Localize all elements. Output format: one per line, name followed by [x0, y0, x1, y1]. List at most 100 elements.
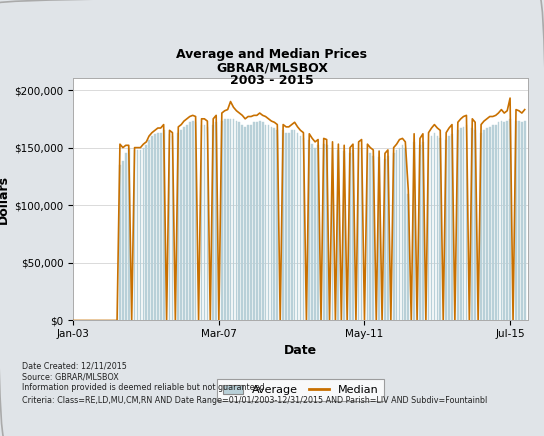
Bar	[509, 119, 511, 320]
Bar	[192, 121, 194, 320]
Bar	[498, 122, 499, 320]
Bar	[446, 140, 447, 320]
Bar	[506, 121, 508, 320]
Text: 2003 - 2015: 2003 - 2015	[230, 74, 314, 87]
Bar	[451, 134, 453, 320]
Text: GBRAR/MLSBOX: GBRAR/MLSBOX	[216, 61, 328, 74]
Legend: Average, Median: Average, Median	[217, 379, 384, 401]
Bar	[311, 144, 313, 320]
Text: Average and Median Prices: Average and Median Prices	[176, 48, 368, 61]
Bar	[256, 122, 258, 320]
Bar	[489, 127, 491, 320]
Bar	[349, 153, 351, 320]
Bar	[358, 148, 360, 320]
Bar	[291, 130, 293, 320]
Bar	[274, 128, 275, 320]
Bar	[181, 130, 182, 320]
Bar	[143, 148, 144, 320]
Bar	[207, 127, 208, 320]
Bar	[125, 153, 127, 320]
Bar	[384, 159, 386, 320]
Text: Source: GBRAR/MLSBOX: Source: GBRAR/MLSBOX	[22, 372, 119, 382]
Bar	[387, 156, 389, 320]
Bar	[285, 133, 287, 320]
Bar	[474, 130, 476, 320]
Bar	[119, 165, 121, 320]
Bar	[308, 140, 310, 320]
Bar	[242, 125, 243, 320]
Bar	[332, 148, 333, 320]
Bar	[323, 144, 325, 320]
Bar	[422, 142, 424, 320]
Bar	[128, 148, 129, 320]
Bar	[337, 150, 339, 320]
Bar	[122, 161, 124, 320]
Bar	[134, 150, 135, 320]
Bar	[407, 194, 409, 320]
Bar	[151, 136, 153, 320]
Bar	[472, 128, 473, 320]
Bar	[236, 121, 237, 320]
Bar	[169, 134, 170, 320]
Bar	[503, 122, 505, 320]
Bar	[296, 133, 299, 320]
Bar	[171, 136, 174, 320]
Bar	[399, 148, 400, 320]
Bar	[480, 133, 482, 320]
Bar	[492, 125, 493, 320]
Bar	[227, 119, 228, 320]
Bar	[186, 125, 188, 320]
Bar	[140, 150, 141, 320]
Bar	[393, 153, 394, 320]
Bar	[343, 151, 345, 320]
Bar	[248, 125, 249, 320]
Bar	[518, 121, 520, 320]
Bar	[326, 145, 327, 320]
Bar	[378, 157, 380, 320]
Bar	[361, 148, 362, 320]
Bar	[428, 140, 429, 320]
Bar	[212, 125, 214, 320]
Bar	[145, 145, 147, 320]
Bar	[154, 134, 156, 320]
Bar	[515, 121, 517, 320]
Text: Information provided is deemed reliable but not guaranteed.: Information provided is deemed reliable …	[22, 383, 267, 392]
Bar	[183, 127, 185, 320]
Bar	[317, 145, 319, 320]
Bar	[177, 133, 179, 320]
Bar	[466, 125, 467, 320]
Bar	[395, 150, 398, 320]
Text: Date Created: 12/11/2015: Date Created: 12/11/2015	[22, 361, 127, 371]
Bar	[288, 133, 289, 320]
Bar	[314, 148, 316, 320]
Text: Criteria: Class=RE,LD,MU,CM,RN AND Date Range=01/01/2003-12/31/2015 AND Parish=L: Criteria: Class=RE,LD,MU,CM,RN AND Date …	[22, 396, 487, 405]
Bar	[189, 122, 190, 320]
Bar	[270, 127, 273, 320]
Bar	[250, 125, 252, 320]
Bar	[401, 145, 403, 320]
Bar	[282, 130, 284, 320]
Bar	[268, 125, 269, 320]
Bar	[436, 136, 438, 320]
Bar	[500, 121, 502, 320]
Bar	[294, 130, 295, 320]
Bar	[302, 138, 304, 320]
Bar	[440, 138, 441, 320]
Bar	[262, 122, 263, 320]
Bar	[369, 153, 371, 320]
Bar	[483, 130, 485, 320]
Bar	[404, 148, 406, 320]
Bar	[253, 122, 255, 320]
Bar	[233, 119, 234, 320]
X-axis label: Date: Date	[284, 344, 317, 357]
Bar	[495, 125, 497, 320]
Bar	[224, 119, 226, 320]
Bar	[195, 122, 196, 320]
Bar	[352, 150, 354, 320]
Bar	[160, 133, 162, 320]
Bar	[137, 150, 138, 320]
Bar	[215, 122, 217, 320]
Bar	[462, 127, 465, 320]
Y-axis label: Dollars: Dollars	[0, 175, 10, 224]
Bar	[148, 140, 150, 320]
